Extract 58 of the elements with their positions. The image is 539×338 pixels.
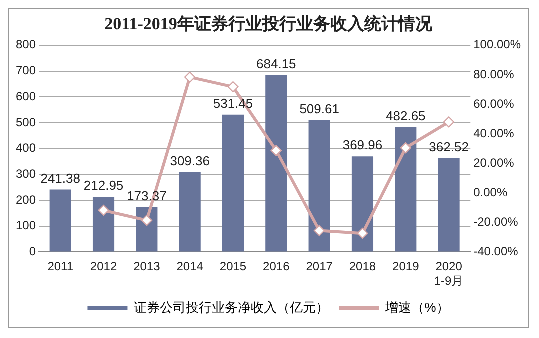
data-label: 212.95 [84,178,124,194]
x-tick-label: 2017 [306,260,334,274]
x-tick-label: 2020 1-9月 [434,260,464,288]
bar [266,75,288,252]
x-tick-label: 2012 [90,260,118,274]
point [357,228,368,240]
bar [92,197,115,252]
data-label: 509.61 [300,102,340,117]
bar [395,127,417,252]
y2-tick-label: -20.00% [474,214,519,229]
data-label: 482.65 [386,108,426,124]
y-tick-label: 100 [16,218,36,233]
data-label: 362.52 [429,140,469,155]
y-tick-label: 700 [16,64,36,78]
legend-label: 证券公司投行业务净收入（亿元） [134,300,330,316]
point [228,81,239,93]
y-tick-label: 200 [16,192,36,207]
x-tick-label: 2011 [48,260,74,274]
data-label: 369.96 [342,138,383,153]
point [270,145,282,156]
point [141,214,153,226]
chart-title: 2011-2019年证券行业投行业务收入统计情况 [104,14,434,34]
y2-tick-label: 100.00% [474,38,522,52]
point [184,72,196,83]
y2-tick-label: 80.00% [474,67,515,82]
y2-tick-label: 20.00% [474,156,515,170]
data-label: 241.38 [40,170,80,186]
y-tick-label: 400 [16,141,36,156]
point [443,116,455,128]
y-tick-label: 500 [16,115,36,130]
x-tick-label: 2013 [134,260,161,274]
y-tick-label: 800 [16,38,36,52]
y-tick-label: 0 [29,244,36,259]
y2-tick-label: -40.00% [474,244,519,259]
legend-label: 增速（%） [384,300,450,316]
bar [438,158,460,252]
y-tick-label: 300 [16,166,36,181]
x-tick-label: 2018 [349,260,376,274]
data-label: 531.45 [213,96,254,111]
bar [308,120,330,252]
data-label: 684.15 [256,56,296,72]
point [98,204,110,216]
data-label: 309.36 [170,153,210,168]
point [400,142,412,154]
point [314,225,326,236]
bar [179,172,201,252]
x-tick-label: 2016 [263,260,290,274]
x-tick-label: 2014 [176,260,204,274]
bar [222,114,244,252]
y2-tick-label: 40.00% [474,126,515,140]
x-tick-label: 2019 [392,260,420,274]
bar [352,156,374,252]
y2-tick-label: 60.00% [474,96,515,111]
data-label: 173.37 [127,188,167,204]
bar [50,190,72,252]
y-tick-label: 600 [16,89,36,104]
x-tick-label: 2015 [220,260,247,274]
y2-tick-label: 0.00% [474,185,508,200]
